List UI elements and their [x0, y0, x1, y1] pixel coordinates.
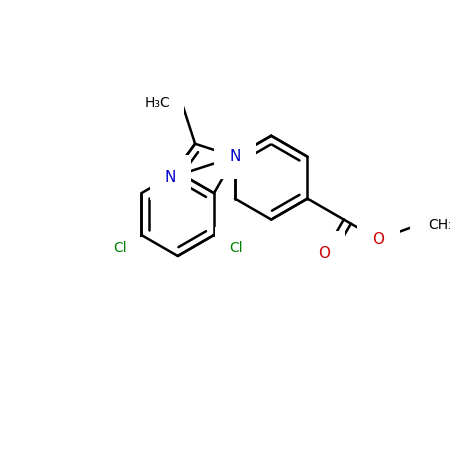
Text: O: O [318, 247, 330, 261]
Text: H₃C: H₃C [144, 96, 170, 110]
Text: CH₃: CH₃ [428, 218, 450, 232]
Text: O: O [372, 232, 384, 247]
Text: N: N [165, 170, 176, 185]
Text: Cl: Cl [229, 241, 243, 255]
Text: N: N [229, 149, 241, 164]
Text: Cl: Cl [113, 241, 126, 255]
